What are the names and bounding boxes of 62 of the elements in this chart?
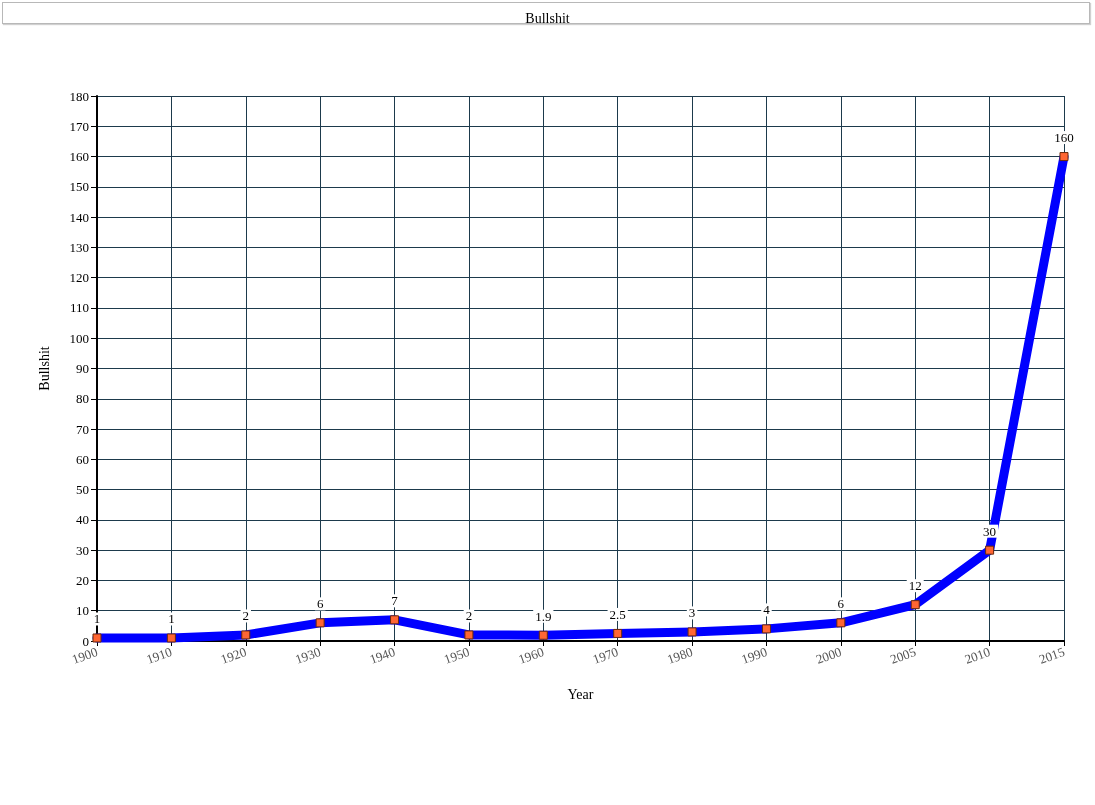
x-tick-label: 1940	[367, 643, 398, 667]
data-label: 1	[168, 611, 175, 627]
y-tick-label: 20	[76, 572, 89, 588]
data-label: 2	[465, 608, 473, 624]
y-tick-label: 130	[69, 239, 89, 255]
data-label: 1	[93, 611, 101, 627]
y-tick-label: 180	[69, 88, 89, 104]
data-label: 2.5	[609, 606, 626, 622]
x-axis-title: Year	[567, 686, 594, 702]
point	[390, 615, 400, 625]
x-tick-label: 2005	[888, 643, 918, 667]
data-label: 4	[763, 602, 771, 618]
data-label: 6	[837, 596, 845, 612]
point	[166, 633, 176, 643]
y-tick-label: 30	[76, 542, 89, 558]
y-tick-label: 40	[76, 512, 89, 528]
y-tick-label: 50	[76, 482, 89, 498]
point	[464, 630, 474, 640]
chart-title: Bullshit	[525, 10, 570, 26]
x-tick-label: 1920	[218, 643, 249, 667]
y-tick-label: 80	[76, 391, 89, 407]
y-axis-title: Bullshit	[36, 346, 52, 391]
data-label: 2	[242, 608, 250, 624]
data-label: 6	[316, 596, 324, 612]
point	[761, 624, 771, 634]
y-tick-label: 70	[76, 421, 89, 437]
point	[241, 630, 251, 640]
data-label: 1.9	[535, 608, 552, 624]
y-tick-label: 100	[69, 330, 89, 346]
point	[687, 627, 697, 637]
point	[836, 618, 846, 628]
y-tick-label: 90	[76, 361, 89, 376]
x-tick-label: 1910	[144, 643, 174, 667]
y-tick-label: 0	[82, 633, 89, 649]
y-tick-label: 120	[69, 270, 89, 286]
point	[985, 545, 995, 555]
x-tick-label: 1990	[739, 643, 770, 667]
point	[538, 630, 548, 640]
data-label: 3	[688, 605, 696, 621]
x-tick-label: 2000	[813, 643, 844, 667]
point	[910, 600, 920, 610]
x-tick-label: 1960	[516, 643, 546, 667]
x-tick-label: 1950	[441, 643, 472, 667]
x-tick-label: 1980	[665, 643, 695, 667]
y-tick-label: 160	[69, 149, 89, 165]
y-tick-label: 60	[76, 451, 89, 467]
y-tick-label: 140	[69, 209, 89, 225]
y-tick-label: 10	[76, 603, 89, 619]
data-label: 30	[983, 523, 997, 539]
data-label: 12	[908, 578, 922, 594]
point	[315, 618, 325, 628]
x-tick-label: 1970	[590, 643, 621, 667]
x-tick-label: 2015	[1037, 643, 1067, 667]
data-label: 160	[1054, 130, 1074, 146]
x-tick-label: 2010	[962, 643, 993, 667]
data-label: 7	[391, 593, 399, 609]
y-tick-label: 110	[69, 300, 89, 316]
y-tick-label: 170	[69, 118, 89, 134]
point	[613, 628, 623, 638]
point	[1059, 152, 1069, 162]
x-tick-label: 1930	[293, 643, 323, 667]
y-tick-label: 150	[69, 179, 89, 195]
